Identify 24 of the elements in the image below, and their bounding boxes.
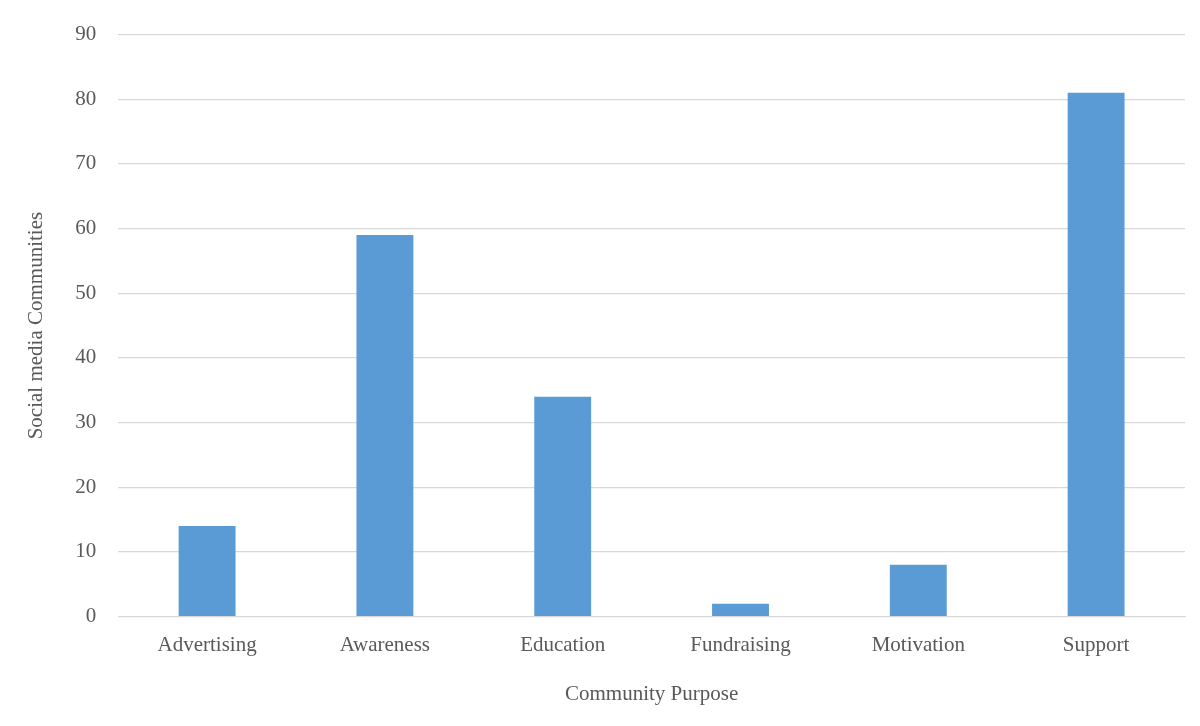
- y-tick-label: 70: [75, 150, 97, 175]
- y-axis-title: Social media Communities: [23, 211, 48, 440]
- x-tick-label: Support: [1062, 631, 1130, 656]
- x-tick-label: Advertising: [157, 631, 258, 656]
- bar: [178, 526, 236, 616]
- x-tick-label: Fundraising: [690, 631, 792, 656]
- y-tick-label: 20: [75, 473, 97, 498]
- bar: [1067, 92, 1125, 616]
- bar: [356, 235, 414, 616]
- y-tick-label: 90: [75, 21, 97, 46]
- y-tick-label: 0: [85, 603, 97, 628]
- bar: [889, 564, 947, 616]
- x-tick-label: Education: [520, 631, 606, 656]
- y-tick-label: 40: [75, 344, 97, 369]
- x-tick-label: Motivation: [871, 631, 966, 656]
- y-tick-label: 80: [75, 85, 97, 110]
- x-axis-title: Community Purpose: [564, 680, 739, 705]
- bar: [712, 603, 769, 616]
- y-tick-label: 10: [75, 538, 97, 563]
- y-tick-label: 50: [75, 279, 97, 304]
- x-tick-label: Awareness: [339, 631, 431, 656]
- y-tick-label: 30: [75, 409, 97, 434]
- bar: [534, 396, 592, 616]
- y-tick-label: 60: [75, 215, 97, 240]
